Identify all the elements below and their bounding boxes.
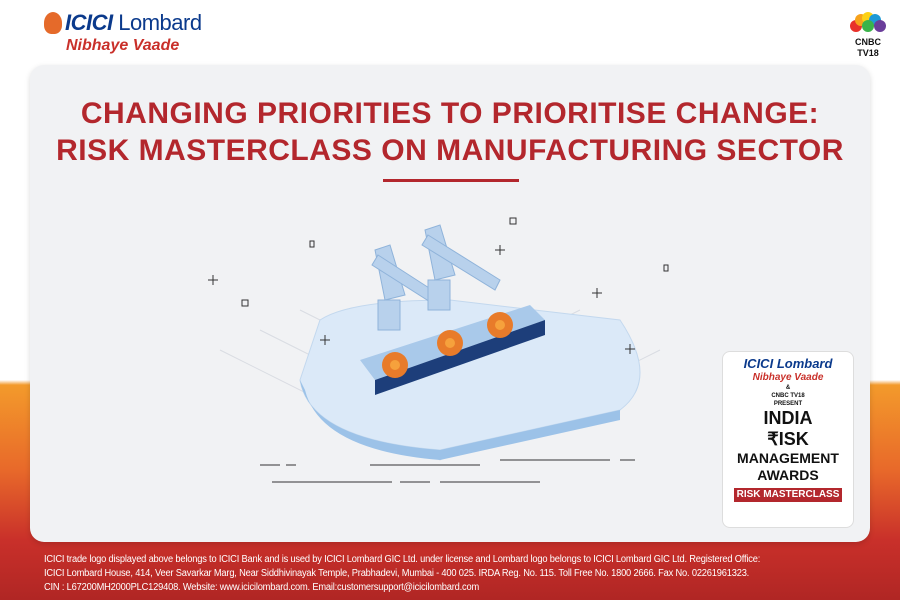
brand-name-2: Lombard	[118, 10, 202, 35]
title-line-1: CHANGING PRIORITIES TO PRIORITISE CHANGE…	[80, 97, 820, 130]
badge-awards: AWARDS	[757, 467, 819, 483]
manufacturing-illustration	[208, 217, 669, 483]
icici-i-icon	[44, 12, 62, 34]
icici-lombard-logo[interactable]: ICICI Lombard Nibhaye Vaade	[44, 10, 202, 55]
badge-risk-masterclass: RISK MASTERCLASS	[733, 488, 843, 502]
footer-disclaimer: ICICI trade logo displayed above belongs…	[44, 553, 881, 595]
badge-india: INDIA	[763, 408, 813, 428]
peacock-icon	[850, 12, 886, 32]
award-badge: ICICI Lombard Nibhaye Vaade & CNBC TV18 …	[722, 351, 854, 528]
badge-present: PRESENT	[773, 401, 803, 407]
badge-tagline: Nibhaye Vaade	[752, 372, 824, 383]
cnbc-text: CNBC	[855, 37, 881, 47]
title-line-2: RISK MASTERCLASS ON MANUFACTURING SECTOR	[56, 134, 844, 167]
footer-line-2: ICICI Lombard House, 414, Veer Savarkar …	[44, 568, 750, 579]
cnbc-tv18-logo[interactable]: CNBC TV18	[848, 12, 888, 59]
footer-line-1: ICICI trade logo displayed above belongs…	[44, 554, 761, 565]
page-title: CHANGING PRIORITIES TO PRIORITISE CHANGE…	[0, 95, 900, 169]
badge-management: MANAGEMENT	[737, 450, 839, 466]
title-divider	[383, 179, 519, 182]
badge-brand-2: Lombard	[776, 356, 833, 371]
badge-amp: &	[785, 385, 791, 391]
badge-cnbc: CNBC TV18	[771, 393, 805, 399]
brand-tagline: Nibhaye Vaade	[66, 37, 180, 54]
footer-line-3: CIN : L67200MH2000PLC129408. Website: ww…	[44, 582, 480, 593]
badge-risk: ₹ISK	[767, 429, 809, 449]
brand-name: ICICI	[65, 10, 113, 35]
badge-brand-1: ICICI	[743, 356, 774, 371]
tv18-text: TV18	[857, 48, 879, 58]
